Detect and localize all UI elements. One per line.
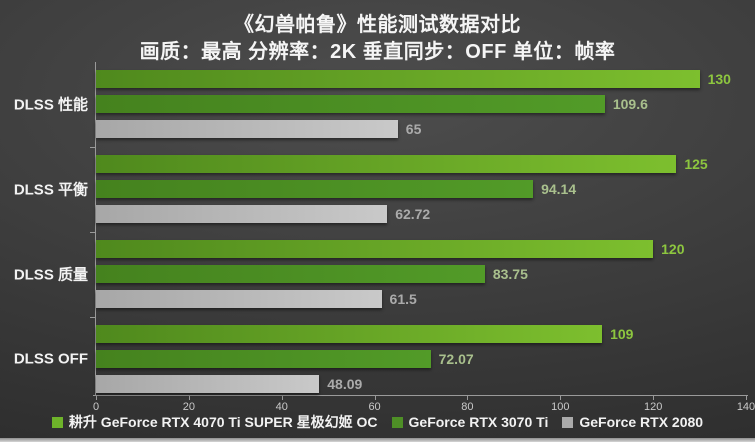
bar-row: 120 (96, 240, 746, 258)
legend-label: 耕升 GeForce RTX 4070 Ti SUPER 星极幻姬 OC (68, 414, 378, 430)
bar-row: 94.14 (96, 180, 746, 198)
value-label: 48.09 (327, 376, 363, 392)
x-tick (560, 396, 562, 400)
value-label: 109 (610, 326, 634, 342)
x-tick-label: 100 (551, 401, 570, 413)
x-tick-label: 60 (368, 401, 381, 413)
bar-row: 48.09 (96, 375, 746, 393)
legend: 耕升 GeForce RTX 4070 Ti SUPER 星极幻姬 OC GeFo… (0, 412, 755, 432)
value-label: 61.5 (389, 291, 417, 307)
bar-row: 125 (96, 155, 746, 173)
x-tick-label: 140 (736, 401, 755, 413)
bar-row: 61.5 (96, 290, 746, 308)
category-label: DLSS 性能 (13, 96, 88, 114)
x-tick (746, 396, 747, 400)
category-label: DLSS 质量 (13, 266, 88, 284)
legend-item: GeForce RTX 3070 Ti (391, 414, 549, 430)
bar-row: 130 (96, 70, 746, 88)
x-tick-label: 120 (643, 401, 663, 413)
value-label: 125 (684, 156, 708, 172)
x-tick (281, 396, 283, 400)
legend-label: GeForce RTX 3070 Ti (408, 414, 549, 430)
bar (96, 265, 485, 283)
value-label: 62.72 (395, 206, 431, 222)
value-label: 83.75 (492, 266, 528, 282)
bar-row: 65 (96, 120, 746, 138)
x-tick (467, 396, 469, 400)
x-tick-label: 80 (461, 401, 474, 413)
y-axis-line (95, 62, 96, 396)
bar-row: 109 (96, 325, 746, 343)
chart-title: 《幻兽帕鲁》性能测试数据对比 (234, 14, 521, 36)
bar (96, 70, 700, 88)
legend-swatch-icon (391, 416, 403, 428)
x-tick (188, 396, 190, 400)
bar-row: 109.6 (96, 95, 746, 113)
value-label: 130 (707, 71, 731, 87)
legend-item: 耕升 GeForce RTX 4070 Ti SUPER 星极幻姬 OC (51, 412, 378, 432)
legend-swatch-icon (562, 416, 574, 428)
category-label: DLSS OFF (13, 350, 88, 368)
bar-row: 83.75 (96, 265, 746, 283)
bar-row: 62.72 (96, 205, 746, 223)
x-axis-line (93, 395, 748, 396)
bar (96, 180, 534, 198)
bar (96, 240, 654, 258)
value-label: 109.6 (612, 96, 648, 112)
legend-item: GeForce RTX 2080 (562, 414, 703, 430)
bar (96, 350, 431, 368)
x-tick-label: 40 (275, 401, 288, 413)
category-label: DLSS 平衡 (13, 181, 88, 199)
bar (96, 290, 382, 308)
value-label: 72.07 (438, 351, 474, 367)
x-tick (653, 396, 655, 400)
x-tick (374, 396, 376, 400)
value-label: 94.14 (541, 181, 577, 197)
x-tick-label: 0 (92, 401, 100, 413)
bar (96, 120, 398, 138)
bar (96, 205, 388, 223)
legend-label: GeForce RTX 2080 (579, 414, 704, 430)
value-label: 120 (661, 241, 685, 257)
bar-row: 72.07 (96, 350, 746, 368)
bar (96, 375, 320, 393)
bar (96, 95, 605, 113)
chart-subtitle: 画质：最高 分辨率：2K 垂直同步：OFF 单位：帧率 (139, 41, 616, 63)
value-label: 65 (405, 121, 422, 137)
bar (96, 325, 603, 343)
bottom-edge-strip (0, 438, 755, 442)
y-axis-category-tick (90, 316, 95, 318)
legend-swatch-icon (51, 416, 63, 428)
x-tick (96, 396, 97, 400)
y-axis-category-tick (90, 146, 95, 148)
y-axis-category-tick (90, 231, 95, 233)
bar (96, 155, 677, 173)
x-tick-label: 20 (182, 401, 195, 413)
